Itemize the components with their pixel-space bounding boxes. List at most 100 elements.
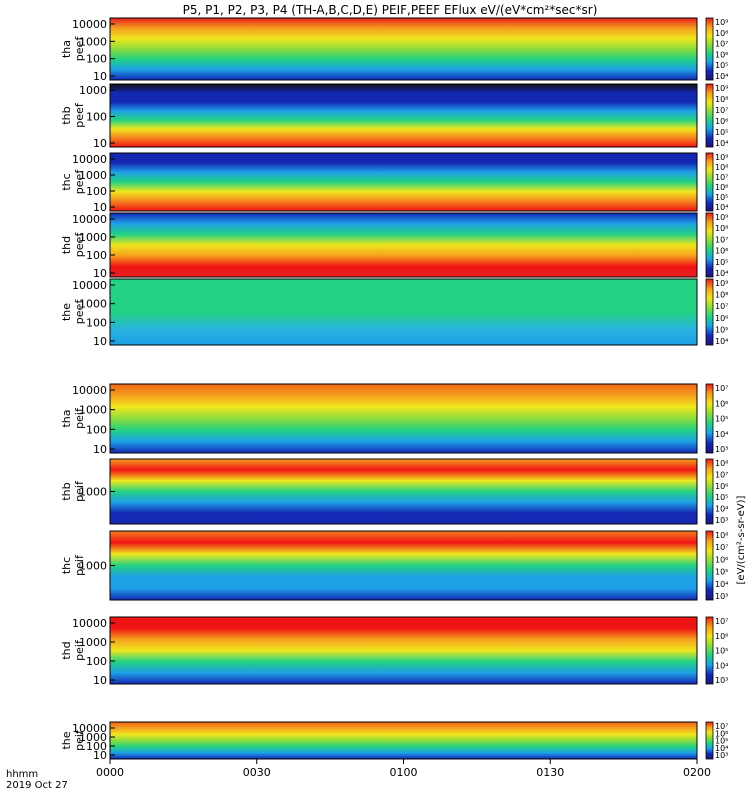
ylabel-probe: thb (60, 482, 73, 500)
ytick-label: 10 (93, 267, 107, 280)
xtick-label: 0000 (96, 766, 124, 779)
ytick-label: 1000 (79, 298, 107, 311)
ylabel-species: peif (73, 639, 86, 661)
ytick-label: 10000 (72, 153, 107, 166)
time-axis-date: 2019 Oct 27 (6, 780, 68, 791)
ytick-label: 100 (86, 740, 107, 753)
colorbar-tick-label: 10⁹ (715, 153, 728, 162)
heatmap-the-peef (110, 279, 697, 345)
colorbar-tick-label: 10⁴ (715, 505, 728, 514)
panel-frame (109, 616, 698, 685)
figure-title: P5, P1, P2, P3, P4 (TH-A,B,C,D,E) PEIF,P… (183, 3, 598, 17)
colorbar-thd-peif (705, 616, 714, 685)
ytick-label: 1000 (79, 35, 107, 48)
ytick-label: 100 (86, 249, 107, 262)
colorbar-tick-label: 10⁶ (715, 183, 728, 192)
panel-thb-peif: 1000 thb peif 10³ 10⁴ 10⁵ 10⁶ 10⁷ 10⁸ (60, 458, 728, 525)
ytick-label: 10000 (72, 722, 107, 735)
colorbar-tick-label: 10⁷ (715, 106, 728, 115)
colorbar-tick-label: 10⁷ (715, 173, 728, 182)
colorbar-tick-label: 10³ (715, 516, 728, 525)
colorbar-tick-label: 10⁷ (715, 235, 728, 244)
colorbar-tick-label: 10⁵ (715, 61, 728, 70)
colorbar-tick-label: 10³ (715, 751, 728, 760)
ylabel-probe: thd (60, 236, 73, 254)
panel-thd-peif: 10 100 1000 10000 thd peif 10³ 10⁴ 10⁵ 10⁶ 10⁷ (60, 616, 728, 687)
ytick-label: 1000 (79, 731, 107, 744)
colorbar-tha-peif (705, 383, 714, 454)
ytick-label: 100 (86, 111, 107, 124)
ytick-label: 10000 (72, 279, 107, 292)
ytick-label: 100 (86, 655, 107, 668)
colorbar-tick-label: 10⁷ (715, 617, 728, 626)
ytick-label: 100 (86, 185, 107, 198)
colorbar-tick-label: 10⁶ (715, 555, 728, 564)
colorbar-thd-peef (705, 212, 714, 278)
colorbar-thc-peif (705, 530, 714, 601)
colorbar-tick-label: 10⁴ (715, 337, 728, 346)
ytick-label: 1000 (79, 231, 107, 244)
colorbar-tick-label: 10⁶ (715, 247, 728, 256)
panel-frame (109, 278, 698, 346)
colorbar-tick-label: 10⁴ (715, 661, 728, 670)
heatmap-tha-peef (110, 18, 697, 80)
ylabel-probe: tha (60, 409, 73, 427)
ytick-label: 10 (93, 335, 107, 348)
panel-frame (109, 152, 698, 212)
ytick-label: 10000 (72, 213, 107, 226)
ylabel-probe: tha (60, 40, 73, 58)
colorbar-tick-label: 10⁶ (715, 50, 728, 59)
ylabel-probe: thd (60, 641, 73, 659)
ytick-label: 1000 (79, 486, 107, 499)
colorbar-tick-label: 10⁷ (715, 722, 728, 731)
colorbar-tick-label: 10⁵ (715, 493, 728, 502)
colorbar-tick-label: 10⁵ (715, 737, 728, 746)
ylabel-species: peif (73, 729, 86, 751)
colorbar-tick-label: 10⁵ (715, 415, 728, 424)
ytick-label: 10 (93, 749, 107, 762)
colorbar-unit-label: [eV/(cm²-s-sr-eV)] (736, 495, 747, 584)
colorbar-thc-peef (705, 152, 714, 212)
colorbar-tick-label: 10³ (715, 592, 728, 601)
colorbar-tick-label: 10³ (715, 676, 728, 685)
xtick-label: 0100 (390, 766, 418, 779)
ylabel-species: peef (73, 232, 86, 258)
colorbar-tick-label: 10⁶ (715, 314, 728, 323)
colorbar-tick-label: 10⁵ (715, 193, 728, 202)
panel-thc-peif: 1000 thc peif 10³ 10⁴ 10⁵ 10⁶ 10⁷ 10⁸ (60, 530, 728, 601)
colorbar-tick-label: 10⁸ (715, 224, 728, 233)
ytick-label: 1000 (79, 84, 107, 97)
ylabel-species: peif (73, 407, 86, 429)
heatmap-thd-peef (110, 213, 697, 277)
colorbar-tick-label: 10⁸ (715, 291, 728, 300)
ytick-label: 10 (93, 443, 107, 456)
heatmap-tha-peif (110, 384, 697, 453)
ytick-label: 10 (93, 70, 107, 83)
colorbar-tick-label: 10⁹ (715, 18, 728, 27)
ytick-label: 1000 (79, 560, 107, 573)
ytick-label: 1000 (79, 404, 107, 417)
colorbar-tick-label: 10⁷ (715, 40, 728, 49)
ylabel-probe: the (60, 731, 73, 749)
heatmap-thd-peif (110, 617, 697, 684)
colorbar-thb-peif (705, 458, 714, 525)
panel-frame (109, 212, 698, 278)
xtick-label: 0130 (536, 766, 564, 779)
ytick-label: 100 (86, 423, 107, 436)
colorbar-tick-label: 10⁴ (715, 580, 728, 589)
ylabel-probe: thc (60, 557, 73, 574)
xtick-label: 0200 (683, 766, 711, 779)
colorbar-tick-label: 10³ (715, 445, 728, 454)
ylabel-probe: the (60, 303, 73, 321)
colorbar-thb-peef (705, 83, 714, 148)
colorbar-tick-label: 10⁹ (715, 84, 728, 93)
ytick-label: 10 (93, 201, 107, 214)
time-axis: 0000 0030 0100 0130 0200 (96, 759, 711, 779)
colorbar-tick-label: 10⁷ (715, 302, 728, 311)
ylabel-species: peef (73, 102, 86, 128)
panel-the-peef: 10 100 1000 10000 the peef 10⁴ 10⁵ 10⁶ 10⁷ 10⁸ 10⁹ (60, 278, 728, 348)
ytick-label: 10000 (72, 18, 107, 31)
ytick-label: 10 (93, 137, 107, 150)
colorbar-tick-label: 10⁶ (715, 399, 728, 408)
